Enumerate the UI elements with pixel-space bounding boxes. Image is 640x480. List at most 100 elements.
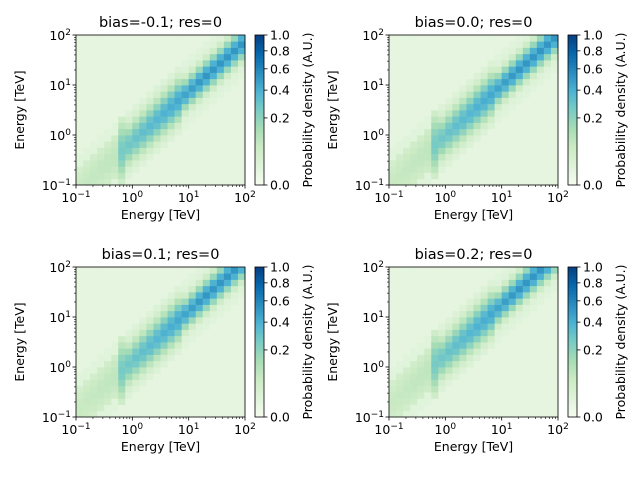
colorbar-segment: [255, 47, 264, 51]
heatmap-cell: [473, 310, 481, 318]
heatmap-cell: [389, 323, 397, 330]
colorbar-segment: [255, 40, 264, 43]
colorbar-segment: [255, 397, 264, 400]
heatmap-cell: [508, 66, 517, 73]
heatmap-cell: [216, 335, 225, 343]
heatmap-cell: [237, 329, 246, 337]
heatmap-cell: [466, 285, 474, 293]
heatmap-cell: [76, 279, 84, 287]
heatmap-cell: [237, 317, 246, 324]
heatmap-cell: [410, 166, 418, 173]
heatmap-cell: [424, 410, 432, 418]
heatmap-cell: [452, 404, 460, 412]
heatmap-cell: [181, 410, 190, 418]
heatmap-cell: [174, 41, 183, 48]
heatmap-cell: [104, 310, 112, 318]
colorbar-segment: [255, 127, 264, 131]
heatmap-cell: [174, 72, 183, 80]
heatmap-cell: [417, 335, 425, 343]
heatmap-cell: [118, 398, 126, 405]
colorbar-segment: [568, 377, 577, 380]
heatmap-cell: [202, 153, 211, 161]
colorbar-segment: [255, 309, 264, 313]
heatmap-cell: [202, 116, 211, 123]
heatmap-cell: [459, 310, 467, 318]
heatmap-cell: [480, 348, 488, 355]
heatmap-cell: [167, 110, 175, 117]
heatmap-cell: [396, 404, 404, 412]
heatmap-cell: [104, 147, 112, 155]
heatmap-cell: [396, 267, 404, 274]
heatmap-cell: [195, 35, 204, 42]
heatmap-cell: [104, 172, 112, 180]
heatmap-cell: [237, 78, 246, 86]
heatmap-cell: [410, 66, 418, 73]
colorbar-segment: [255, 115, 264, 118]
heatmap-cell: [550, 342, 559, 349]
heatmap-cell: [536, 97, 545, 105]
heatmap-cell: [459, 304, 467, 312]
heatmap-cell: [550, 292, 559, 299]
heatmap-cell: [494, 354, 503, 362]
heatmap-cell: [494, 72, 503, 80]
heatmap-cell: [410, 273, 418, 280]
colorbar-segment: [568, 57, 577, 61]
heatmap-cell: [90, 110, 98, 117]
heatmap-cell: [216, 379, 225, 387]
heatmap-cell: [139, 60, 147, 67]
heatmap-cell: [452, 110, 460, 117]
colorbar-segment: [568, 354, 577, 358]
colorbar-segment: [568, 147, 577, 151]
heatmap-cell: [216, 392, 225, 399]
heatmap-cell: [160, 273, 168, 280]
heatmap-cell: [403, 329, 411, 337]
heatmap-cell: [424, 267, 432, 274]
heatmap-cell: [473, 373, 481, 380]
heatmap-cell: [160, 66, 168, 73]
heatmap-cell: [167, 404, 175, 412]
heatmap-cell: [487, 335, 496, 343]
heatmap-cell: [522, 116, 531, 123]
heatmap-cell: [550, 335, 559, 343]
heatmap-cell: [188, 41, 197, 48]
heatmap-cell: [83, 392, 91, 399]
heatmap-cell: [522, 317, 531, 324]
heatmap-cell: [90, 116, 98, 123]
heatmap-cell: [202, 166, 211, 173]
heatmap-cell: [237, 116, 246, 123]
heatmap-cell: [139, 178, 147, 186]
colorbar-segment: [255, 57, 264, 61]
heatmap-cell: [153, 141, 161, 148]
heatmap-cell: [550, 310, 559, 318]
heatmap-cell: [209, 72, 218, 80]
colorbar-segment: [568, 47, 577, 51]
heatmap-cell: [403, 379, 411, 387]
heatmap-cell: [132, 53, 140, 61]
colorbar-tick-label: 0.6: [270, 293, 290, 308]
heatmap-cell: [125, 35, 133, 42]
heatmap-cell: [195, 410, 204, 418]
heatmap-cell: [431, 116, 439, 123]
heatmap-cell: [195, 141, 204, 148]
heatmap-cell: [118, 35, 126, 42]
heatmap-cell: [452, 141, 460, 148]
heatmap-cell: [459, 47, 467, 55]
colorbar-segment: [255, 387, 264, 390]
heatmap-cell: [501, 160, 510, 167]
heatmap-cell: [90, 354, 98, 362]
heatmap-cell: [139, 292, 147, 299]
colorbar-segment: [255, 392, 264, 395]
heatmap-cell: [452, 317, 460, 324]
heatmap-cell: [536, 147, 545, 155]
heatmap-cell: [494, 279, 503, 287]
heatmap-cell: [466, 335, 474, 343]
colorbar-segment: [568, 145, 577, 148]
heatmap-cell: [230, 166, 239, 173]
heatmap-cell: [543, 53, 552, 61]
heatmap-cell: [480, 279, 488, 287]
heatmap-cell: [459, 392, 467, 399]
heatmap-cell: [494, 60, 503, 67]
heatmap-cell: [417, 273, 425, 280]
heatmap-cell: [494, 85, 503, 92]
heatmap-cell: [118, 147, 126, 155]
